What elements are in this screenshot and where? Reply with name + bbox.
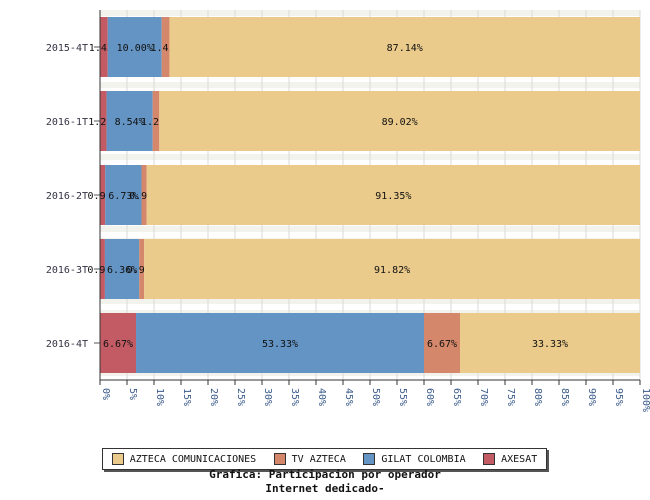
category-label: 2016-2T xyxy=(46,191,88,202)
data-label: 6.73% xyxy=(108,191,138,202)
category-label: 2016-4T xyxy=(46,339,88,350)
category-label: 2016-1T xyxy=(46,117,88,128)
legend: AZTECA COMUNICACIONES TV AZTECA GILAT CO… xyxy=(102,448,547,470)
bar-axesat xyxy=(100,313,137,373)
data-label: 1.43% xyxy=(89,43,119,54)
x-tick-label: 30% xyxy=(262,388,273,406)
data-label: 0.91% xyxy=(87,265,117,276)
x-tick-label: 75% xyxy=(505,388,516,406)
x-tick-label: 65% xyxy=(451,388,462,406)
x-tick-label: 100% xyxy=(640,388,650,412)
x-tick-label: 25% xyxy=(235,388,246,406)
x-tick-label: 55% xyxy=(397,388,408,406)
bar-tv-azteca xyxy=(139,239,145,299)
x-tick-label: 50% xyxy=(370,388,381,406)
legend-item-gilat-colombia: GILAT COLOMBIA xyxy=(363,453,466,465)
legend-item-tv-azteca: TV AZTECA xyxy=(273,453,346,465)
bar-gilat-colombia xyxy=(107,17,162,77)
bar-tv-azteca xyxy=(141,165,147,225)
data-label: 6.67% xyxy=(427,339,457,350)
data-label: 87.14% xyxy=(387,43,423,54)
chart-title: Grafica: Participacion por operador xyxy=(209,468,441,481)
x-tick-label: 95% xyxy=(613,388,624,406)
x-tick-label: 40% xyxy=(316,388,327,406)
legend-label: TV AZTECA xyxy=(291,453,346,465)
data-label: 10.00% xyxy=(117,43,153,54)
x-tick-label: 0% xyxy=(100,388,111,400)
legend-label: AXESAT xyxy=(501,453,538,465)
x-tick-label: 80% xyxy=(532,388,543,406)
data-label: 6.36% xyxy=(107,265,137,276)
bar-azteca-comunicaciones xyxy=(146,165,640,225)
x-tick-label: 85% xyxy=(559,388,570,406)
category-label: 2016-3T xyxy=(46,265,88,276)
bar-tv-azteca xyxy=(161,17,170,77)
legend-swatch-azteca-comunicaciones xyxy=(111,453,124,465)
legend-swatch-axesat xyxy=(483,453,496,465)
x-tick-label: 70% xyxy=(478,388,489,406)
bar-tv-azteca xyxy=(152,91,160,151)
x-tick-label: 45% xyxy=(343,388,354,406)
bar-axesat xyxy=(100,17,108,77)
bar-gilat-colombia xyxy=(106,91,153,151)
bar-gilat-colombia xyxy=(136,313,424,373)
bar-gilat-colombia xyxy=(105,165,142,225)
data-label: 8.54% xyxy=(115,117,145,128)
legend-label: GILAT COLOMBIA xyxy=(381,453,466,465)
data-label: 6.67% xyxy=(103,339,133,350)
bar-azteca-comunicaciones xyxy=(159,91,641,151)
data-label: 91.35% xyxy=(375,191,411,202)
bar-azteca-comunicaciones xyxy=(169,17,640,77)
data-label: 0.96% xyxy=(129,191,159,202)
bar-tv-azteca xyxy=(424,313,461,373)
legend-item-azteca-comunicaciones: AZTECA COMUNICACIONES xyxy=(111,453,257,465)
bar-axesat xyxy=(100,165,106,225)
legend-label: AZTECA COMUNICACIONES xyxy=(129,453,257,465)
bar-azteca-comunicaciones xyxy=(144,239,640,299)
data-label: 33.33% xyxy=(532,339,568,350)
data-label: 0.91% xyxy=(127,265,157,276)
data-label: 89.02% xyxy=(382,117,418,128)
legend-item-axesat: AXESAT xyxy=(483,453,537,465)
x-tick-label: 20% xyxy=(208,388,219,406)
data-label: 1.22% xyxy=(141,117,171,128)
data-label: 91.82% xyxy=(374,265,410,276)
bar-azteca-comunicaciones xyxy=(460,313,640,373)
data-label: 1.43% xyxy=(151,43,181,54)
data-label: 1.22% xyxy=(88,117,118,128)
legend-swatch-gilat-colombia xyxy=(363,453,376,465)
category-label: 2015-4T xyxy=(46,43,88,54)
x-tick-label: 60% xyxy=(424,388,435,406)
data-label: 53.33% xyxy=(262,339,298,350)
x-tick-label: 15% xyxy=(181,388,192,406)
x-tick-label: 35% xyxy=(289,388,300,406)
x-tick-label: 10% xyxy=(154,388,165,406)
x-tick-label: 5% xyxy=(127,388,138,400)
data-label: 0.96% xyxy=(88,191,118,202)
legend-swatch-tv-azteca xyxy=(273,453,286,465)
bar-gilat-colombia xyxy=(104,239,140,299)
bar-axesat xyxy=(100,91,107,151)
chart-subtitle: Internet dedicado- xyxy=(265,482,385,495)
x-tick-label: 90% xyxy=(586,388,597,406)
bar-axesat xyxy=(100,239,105,299)
